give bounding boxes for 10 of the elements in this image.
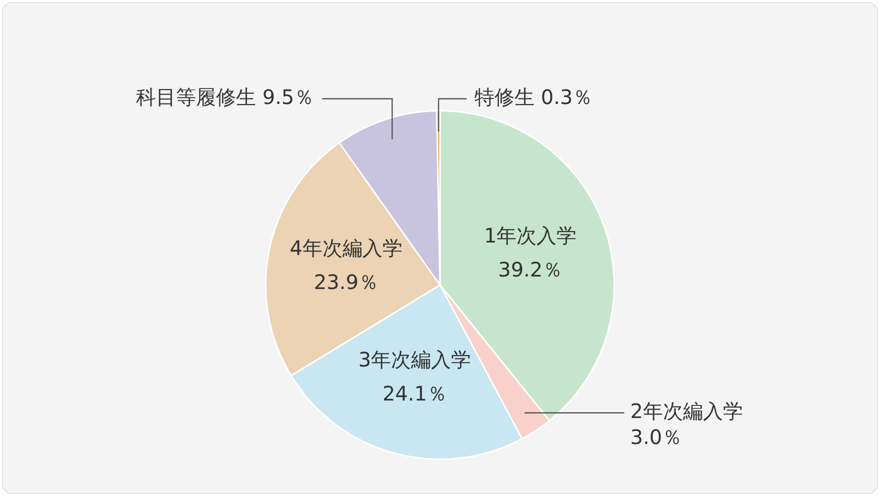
data-label: 39.2％ [498,257,563,282]
slice-label: 科目等履修生 9.5％ [136,84,314,109]
slice-label: 3年次編入学 [358,348,472,372]
slice-label: 1年次入学 [484,223,577,248]
data-label: 24.1％ [382,382,447,406]
slice-label: 2年次編入学 [630,399,743,424]
data-label: 3.0％ [630,425,682,450]
data-label: 23.9％ [314,270,378,294]
slice-label: 特修生 0.3％ [474,84,593,109]
slice-label: 4年次編入学 [290,236,403,260]
